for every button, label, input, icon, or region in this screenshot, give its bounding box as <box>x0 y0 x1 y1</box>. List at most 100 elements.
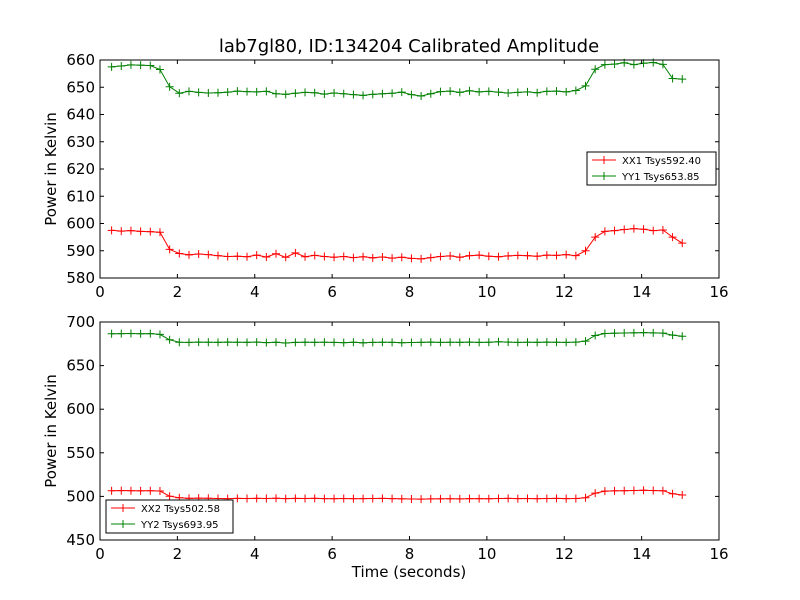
top-ticks-layer: 0 2 4 6 8 10 12 14 16 580 590 600 610 620 630 640 650 660 <box>66 51 728 301</box>
bottom-legend: XX2 Tsys502.58 YY2 Tsys693.95 <box>105 499 234 534</box>
top-data-point-xx1 <box>591 233 600 242</box>
bottom-data-point-xx2 <box>117 486 126 495</box>
top-data-point-xx1 <box>136 227 145 236</box>
top-data-point-xx1 <box>359 252 368 261</box>
top-data-point-yy1 <box>155 65 164 74</box>
top-data-point-yy1 <box>339 89 348 98</box>
top-data-point-xx1 <box>397 253 406 262</box>
bottom-data-point-xx2 <box>291 494 300 503</box>
top-data-point-xx1 <box>281 253 290 262</box>
top-data-point-yy1 <box>175 89 184 98</box>
top-data-point-yy1 <box>378 89 387 98</box>
bottom-data-point-yy2 <box>639 328 648 337</box>
top-legend-label-yy1: YY1 Tsys653.85 <box>621 172 700 183</box>
top-legend: XX1 Tsys592.40 YY1 Tsys653.85 <box>586 151 717 186</box>
bottom-data-point-yy2 <box>349 338 358 347</box>
top-x-tick-label: 6 <box>327 283 337 301</box>
bottom-data-point-xx2 <box>494 494 503 503</box>
bottom-x-tick-label: 6 <box>327 545 337 563</box>
top-data-point-xx1 <box>620 225 629 234</box>
bottom-data-point-yy2 <box>107 329 116 338</box>
top-data-point-xx1 <box>213 251 222 260</box>
top-data-point-yy1 <box>233 87 242 96</box>
top-x-tick-label: 0 <box>95 283 105 301</box>
top-data-point-yy1 <box>272 89 281 98</box>
bottom-data-point-yy2 <box>600 329 609 338</box>
bottom-data-point-xx2 <box>301 494 310 503</box>
top-data-point-xx1 <box>272 249 281 258</box>
bottom-data-point-xx2 <box>310 494 319 503</box>
bottom-data-point-xx2 <box>475 494 484 503</box>
top-data-point-yy1 <box>204 88 213 97</box>
bottom-data-point-yy2 <box>610 329 619 338</box>
bottom-data-point-xx2 <box>243 494 252 503</box>
bottom-x-tick-label: 14 <box>632 545 651 563</box>
top-data-point-xx1 <box>494 252 503 261</box>
bottom-data-point-yy2 <box>668 331 677 340</box>
top-y-tick-label: 640 <box>66 106 95 124</box>
top-legend-marker-yy1 <box>600 172 608 180</box>
bottom-x-tick-label: 8 <box>405 545 415 563</box>
bottom-data-point-yy2 <box>155 330 164 339</box>
top-data-point-xx1 <box>388 254 397 263</box>
bottom-data-point-yy2 <box>571 338 580 347</box>
top-x-tick-label: 2 <box>173 283 183 301</box>
bottom-legend-label-yy2: YY2 Tsys693.95 <box>140 520 219 531</box>
bottom-data-point-yy2 <box>233 338 242 347</box>
bottom-data-point-xx2 <box>349 494 358 503</box>
bottom-series-layer <box>107 328 687 504</box>
top-data-point-yy1 <box>484 87 493 96</box>
top-data-point-xx1 <box>581 246 590 255</box>
bottom-data-point-xx2 <box>533 494 542 503</box>
top-data-point-yy1 <box>678 75 687 84</box>
top-data-point-yy1 <box>397 88 406 97</box>
bottom-data-point-xx2 <box>339 494 348 503</box>
bottom-data-point-xx2 <box>562 494 571 503</box>
top-data-point-xx1 <box>204 250 213 259</box>
bottom-x-tick-label: 2 <box>173 545 183 563</box>
top-x-tick-label: 12 <box>555 283 574 301</box>
bottom-data-point-xx2 <box>610 486 619 495</box>
bottom-data-point-yy2 <box>455 338 464 347</box>
top-data-point-yy1 <box>223 88 232 97</box>
bottom-data-point-xx2 <box>523 494 532 503</box>
bottom-data-point-xx2 <box>504 494 513 503</box>
top-data-point-xx1 <box>523 251 532 260</box>
top-data-point-xx1 <box>484 252 493 261</box>
bottom-data-point-yy2 <box>417 338 426 347</box>
top-data-point-xx1 <box>184 250 193 259</box>
bottom-data-point-yy2 <box>213 338 222 347</box>
top-data-point-yy1 <box>213 88 222 97</box>
bottom-data-point-yy2 <box>678 332 687 341</box>
bottom-data-point-xx2 <box>591 489 600 498</box>
bottom-data-point-yy2 <box>243 338 252 347</box>
bottom-data-point-yy2 <box>310 338 319 347</box>
top-data-point-yy1 <box>562 87 571 96</box>
top-data-point-yy1 <box>600 60 609 69</box>
top-data-point-xx1 <box>252 251 261 260</box>
bottom-data-point-yy2 <box>465 338 474 347</box>
bottom-data-point-xx2 <box>233 494 242 503</box>
bottom-data-point-yy2 <box>281 339 290 348</box>
top-data-point-xx1 <box>668 233 677 242</box>
top-data-point-xx1 <box>600 227 609 236</box>
bottom-data-point-yy2 <box>649 328 658 337</box>
top-data-point-yy1 <box>126 60 135 69</box>
bottom-data-point-yy2 <box>562 338 571 347</box>
bottom-data-point-yy2 <box>484 338 493 347</box>
bottom-plot-panel: 0 2 4 6 8 10 12 14 16 450 500 550 600 650 700 Power in… <box>42 313 729 581</box>
bottom-x-tick-label: 12 <box>555 545 574 563</box>
bottom-data-point-xx2 <box>455 494 464 503</box>
top-data-point-yy1 <box>310 88 319 97</box>
bottom-data-point-yy2 <box>581 337 590 346</box>
top-data-point-yy1 <box>581 81 590 90</box>
bottom-data-point-xx2 <box>484 494 493 503</box>
bottom-data-point-yy2 <box>117 329 126 338</box>
bottom-data-point-yy2 <box>252 338 261 347</box>
bottom-y-tick-label: 700 <box>66 313 95 331</box>
bottom-legend-marker-yy2 <box>119 520 127 528</box>
top-data-point-yy1 <box>436 87 445 96</box>
bottom-data-point-xx2 <box>465 494 474 503</box>
bottom-y-tick-label: 650 <box>66 357 95 375</box>
top-data-point-xx1 <box>349 253 358 262</box>
